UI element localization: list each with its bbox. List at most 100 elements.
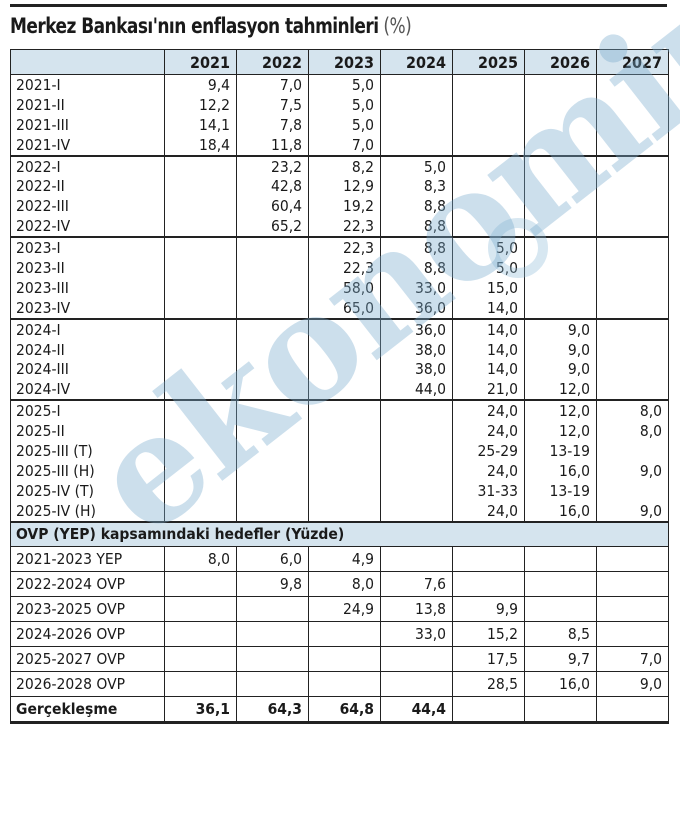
cell-2023 [308, 421, 381, 442]
cell-2023: 22,3 [308, 236, 381, 259]
table-row: 2023-IV 65,0 36,0 14,0 [10, 297, 669, 319]
cell-2027 [596, 695, 669, 724]
cell-2022 [236, 258, 309, 278]
cell-2024 [380, 480, 453, 501]
cell-2026: 13-19 [524, 480, 597, 501]
cell-2025 [452, 545, 525, 572]
table-row: 2021-I 9,4 7,0 5,0 [10, 74, 669, 95]
cell-2027 [596, 359, 669, 380]
cell-2027 [596, 134, 669, 156]
cell-2023: 4,9 [308, 545, 381, 572]
cell-2024 [380, 114, 453, 135]
cell-2025 [452, 176, 525, 197]
cell-2027: 9,0 [596, 500, 669, 522]
cell-2026 [524, 176, 597, 197]
cell-2025 [452, 154, 525, 177]
cell-2025 [452, 695, 525, 724]
row-label: 2023-IV [10, 297, 165, 319]
cell-2021: 14,1 [164, 114, 237, 135]
cell-2021: 8,0 [164, 545, 237, 572]
cell-2027 [596, 154, 669, 177]
cell-2027 [596, 317, 669, 340]
table-row: 2022-I 23,2 8,2 5,0 [10, 154, 669, 177]
cell-2027 [596, 94, 669, 115]
cell-2026 [524, 196, 597, 217]
cell-2021: 18,4 [164, 134, 237, 156]
cell-2027 [596, 74, 669, 95]
cell-2027 [596, 114, 669, 135]
cell-2022 [236, 421, 309, 442]
cell-2023 [308, 670, 381, 697]
cell-2025: 14,0 [452, 339, 525, 360]
cell-2021: 36,1 [164, 695, 237, 724]
cell-2026: 16,0 [524, 670, 597, 697]
cell-2022: 7,5 [236, 94, 309, 115]
cell-2026 [524, 236, 597, 259]
cell-2024 [380, 500, 453, 522]
cell-2024: 36,0 [380, 317, 453, 340]
cell-2025: 24,0 [452, 421, 525, 442]
cell-2026 [524, 297, 597, 319]
cell-2023: 7,0 [308, 134, 381, 156]
column-header-2022: 2022 [236, 49, 309, 75]
cell-2023 [308, 359, 381, 380]
row-label: 2022-II [10, 176, 165, 197]
cell-2024: 33,0 [380, 620, 453, 647]
cell-2027 [596, 258, 669, 278]
cell-2026 [524, 258, 597, 278]
row-label: 2024-I [10, 317, 165, 340]
cell-2022 [236, 645, 309, 672]
table-row: 2024-II 38,0 14,0 9,0 [10, 339, 669, 360]
table-row: 2025-III (H) 24,0 16,0 9,0 [10, 460, 669, 481]
cell-2021 [164, 317, 237, 340]
cell-2026: 12,0 [524, 399, 597, 422]
cell-2026 [524, 114, 597, 135]
cell-2025 [452, 570, 525, 597]
cell-2023 [308, 460, 381, 481]
row-label: 2021-I [10, 74, 165, 95]
column-header-2026: 2026 [524, 49, 597, 75]
cell-2025: 15,0 [452, 277, 525, 298]
cell-2023: 58,0 [308, 277, 381, 298]
cell-2027 [596, 620, 669, 647]
column-header-label [10, 49, 165, 75]
cell-2023 [308, 317, 381, 340]
cell-2025: 31-33 [452, 480, 525, 501]
cell-2026: 12,0 [524, 421, 597, 442]
cell-2021 [164, 441, 237, 461]
cell-2023: 65,0 [308, 297, 381, 319]
cell-2027 [596, 441, 669, 461]
cell-2026 [524, 595, 597, 622]
cell-2023: 5,0 [308, 94, 381, 115]
cell-2027: 7,0 [596, 645, 669, 672]
row-label: 2023-II [10, 258, 165, 278]
cell-2025: 24,0 [452, 399, 525, 422]
row-label: 2022-IV [10, 216, 165, 238]
column-header-2024: 2024 [380, 49, 453, 75]
cell-2022: 64,3 [236, 695, 309, 724]
table-row: 2024-2026 OVP 33,0 15,2 8,5 [10, 620, 669, 647]
row-label: 2023-2025 OVP [10, 595, 165, 622]
cell-2021 [164, 670, 237, 697]
row-label: 2025-III (H) [10, 460, 165, 481]
cell-2022 [236, 297, 309, 319]
cell-2027 [596, 297, 669, 319]
row-label: 2021-II [10, 94, 165, 115]
cell-2026: 9,0 [524, 359, 597, 380]
top-rule [10, 4, 667, 7]
cell-2026 [524, 277, 597, 298]
cell-2025: 21,0 [452, 379, 525, 401]
cell-2027 [596, 570, 669, 597]
cell-2024 [380, 399, 453, 422]
cell-2026: 9,0 [524, 339, 597, 360]
cell-2023 [308, 620, 381, 647]
cell-2023 [308, 399, 381, 422]
cell-2024: 7,6 [380, 570, 453, 597]
table-row: 2022-2024 OVP 9,8 8,0 7,6 [10, 570, 669, 597]
cell-2025: 9,9 [452, 595, 525, 622]
cell-2021 [164, 595, 237, 622]
cell-2022 [236, 339, 309, 360]
table-row: 2022-II 42,8 12,9 8,3 [10, 176, 669, 197]
cell-2024: 8,8 [380, 236, 453, 259]
row-label: 2025-II [10, 421, 165, 442]
